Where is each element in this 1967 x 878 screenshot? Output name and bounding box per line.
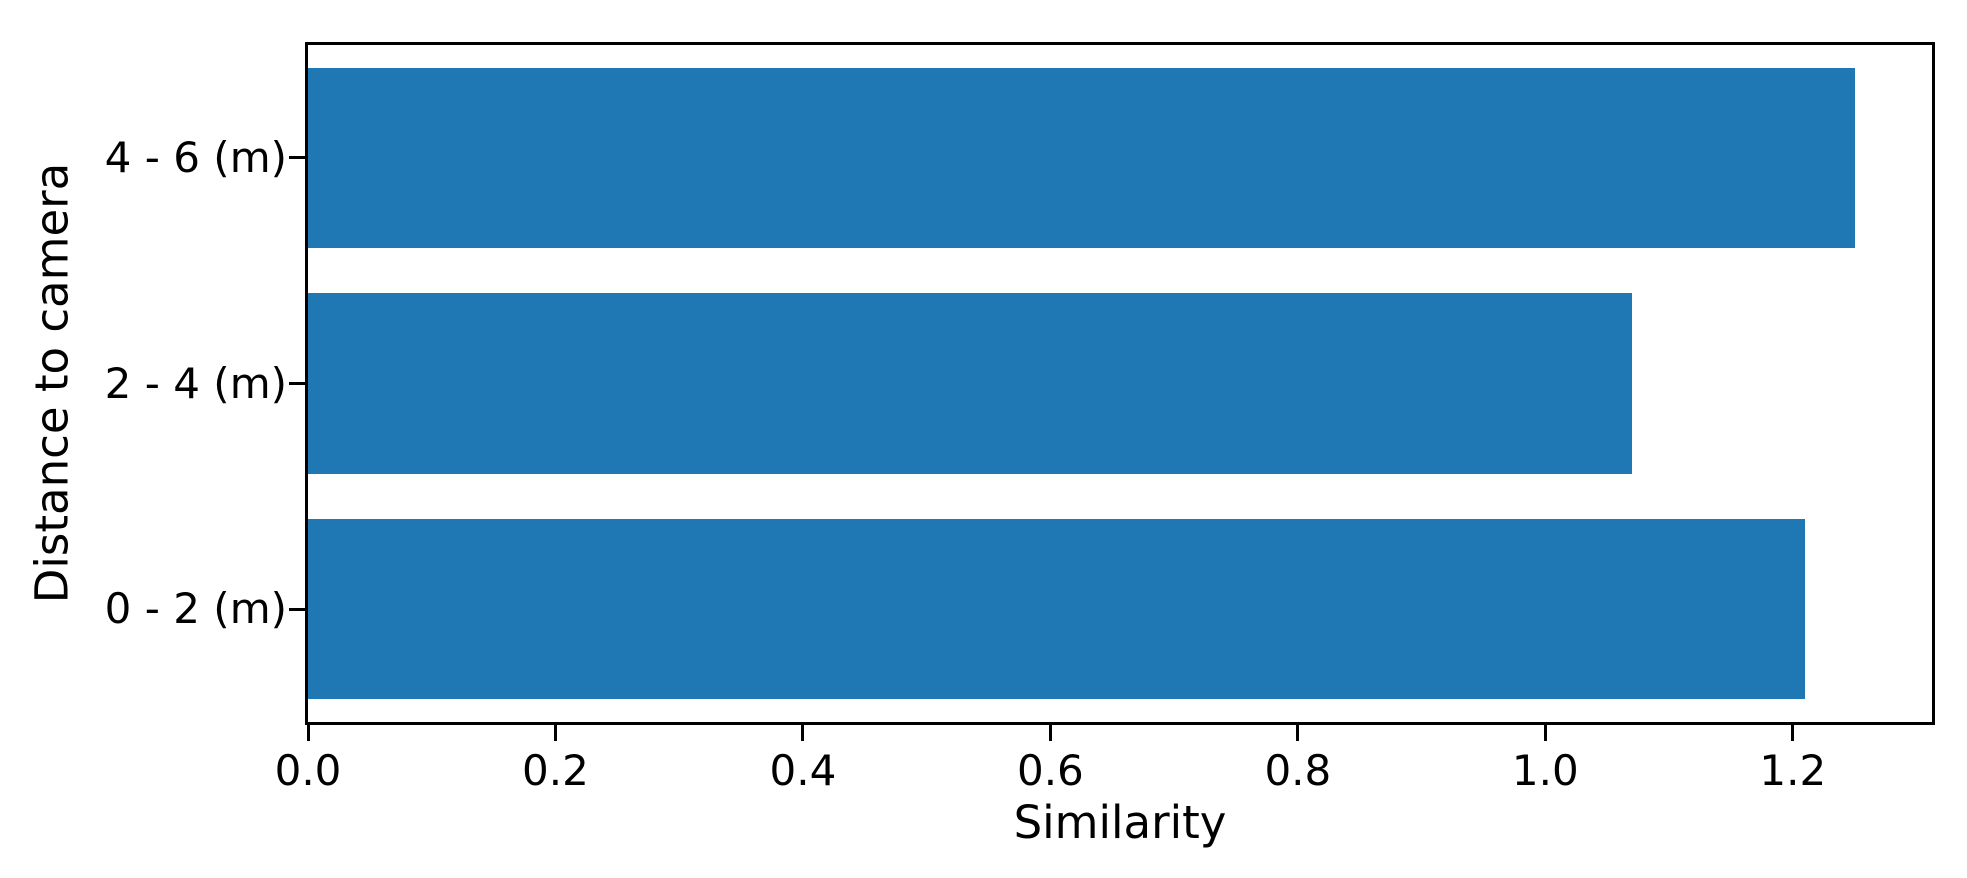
x-tick-label: 0.8 [1264,746,1332,795]
x-tick-mark [801,725,805,741]
x-tick-label: 1.2 [1759,746,1827,795]
y-tick-label: 4 - 6 (m) [104,132,287,182]
y-tick-label: 0 - 2 (m) [104,584,287,634]
y-tick-label: 2 - 4 (m) [104,358,287,408]
x-tick-mark [1791,725,1795,741]
bar-0-2(m) [308,518,1806,700]
x-axis-label: Similarity [1013,796,1227,849]
plot-bars-layer [308,45,1932,722]
x-tick-label: 1.0 [1511,746,1579,795]
bar-2-4(m) [308,293,1632,474]
x-tick-label: 0.6 [1016,746,1084,795]
bar-4-6(m) [308,67,1855,249]
x-tick-label: 0.4 [769,746,837,795]
x-tick-mark [1543,725,1547,741]
x-tick-mark [306,725,310,741]
x-tick-mark [1296,725,1300,741]
x-tick-mark [553,725,557,741]
y-tick-mark [289,382,305,385]
x-tick-label: 0.0 [274,746,342,795]
x-tick-label: 0.2 [522,746,589,795]
y-tick-mark [289,156,305,160]
y-tick-mark [289,607,305,611]
x-tick-mark [1048,725,1052,741]
